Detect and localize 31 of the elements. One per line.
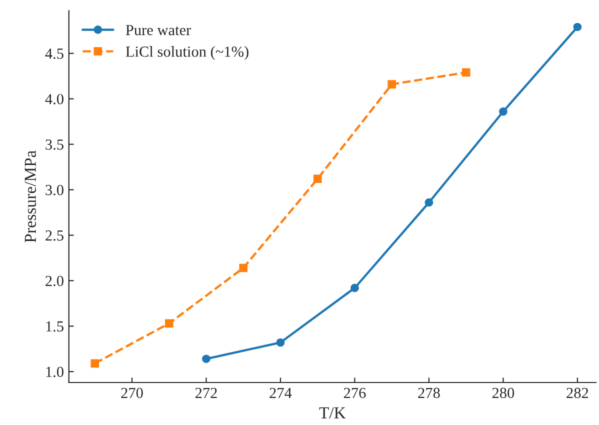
point [313, 174, 322, 183]
point [462, 68, 470, 77]
x-tick-label: 280 [492, 388, 514, 398]
point [90, 359, 100, 368]
y-tick-label: 1.0 [46, 366, 64, 378]
x-tick-label: 278 [418, 388, 440, 398]
y-tick-label: 2.5 [46, 230, 64, 241]
legend-label: Pure water [126, 25, 192, 36]
x-axis-title: T/K [319, 407, 346, 418]
y-tick-label: 2.0 [46, 276, 64, 286]
point [388, 80, 396, 88]
x-tick-label: 270 [121, 388, 143, 398]
y-tick-label: 4.5 [45, 48, 64, 59]
point [350, 284, 359, 292]
x-tick-label: 276 [344, 388, 366, 398]
point [202, 354, 210, 364]
x-tick-label: 282 [566, 388, 588, 398]
point [276, 338, 285, 347]
point [164, 319, 174, 328]
point [424, 198, 434, 207]
y-axis-title: Pressure/MPa [24, 150, 36, 242]
legend-label: LiCl solution (~1%) [126, 46, 248, 60]
x-tick-label: 272 [195, 388, 217, 398]
y-tick-label: 1.5 [46, 321, 64, 332]
y-tick-label: 4.0 [45, 94, 64, 104]
y-tick-label: 3.5 [46, 139, 64, 150]
point [573, 22, 582, 32]
x-tick-label: 274 [270, 388, 292, 398]
point [239, 264, 248, 272]
point [499, 107, 508, 116]
y-tick-label: 3.0 [46, 184, 64, 196]
